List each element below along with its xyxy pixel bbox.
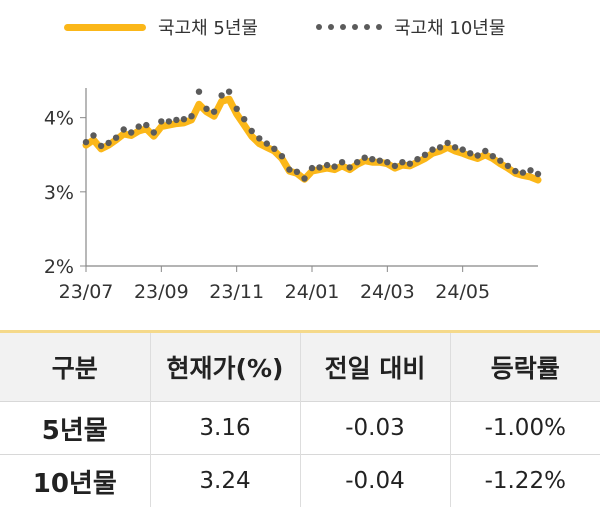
- data-point-10y: [279, 153, 285, 159]
- data-point-10y: [136, 123, 142, 129]
- data-point-10y: [324, 162, 330, 168]
- x-tick-label: 23/09: [134, 281, 189, 303]
- data-point-10y: [264, 140, 270, 146]
- table-row: 5년물 3.16 -0.03 -1.00%: [0, 402, 600, 455]
- data-point-10y: [211, 109, 217, 115]
- data-point-10y: [482, 148, 488, 154]
- data-point-10y: [512, 168, 518, 174]
- data-point-10y: [158, 118, 164, 124]
- data-point-10y: [384, 159, 390, 165]
- x-tick-label: 23/07: [59, 281, 114, 303]
- data-point-10y: [188, 113, 194, 119]
- row-label: 10년물: [0, 455, 150, 507]
- data-point-10y: [249, 128, 255, 134]
- cell-change-rate: -1.22%: [450, 455, 600, 507]
- row-label: 5년물: [0, 402, 150, 455]
- data-point-10y: [339, 159, 345, 165]
- yield-table: 구분 현재가(%) 전일 대비 등락률 5년물 3.16 -0.03 -1.00…: [0, 330, 600, 507]
- data-point-10y: [407, 161, 413, 167]
- data-point-10y: [181, 116, 187, 122]
- data-point-10y: [505, 163, 511, 169]
- data-point-10y: [490, 153, 496, 159]
- data-point-10y: [113, 135, 119, 141]
- table-row: 10년물 3.24 -0.04 -1.22%: [0, 455, 600, 507]
- data-point-10y: [520, 169, 526, 175]
- data-point-10y: [362, 155, 368, 161]
- data-point-10y: [399, 159, 405, 165]
- data-point-10y: [226, 89, 232, 95]
- data-point-10y: [429, 146, 435, 152]
- data-point-10y: [234, 106, 240, 112]
- data-point-10y: [452, 144, 458, 150]
- y-tick-label: 3%: [44, 182, 74, 204]
- x-tick-label: 23/11: [209, 281, 264, 303]
- data-point-10y: [475, 152, 481, 158]
- data-point-10y: [173, 117, 179, 123]
- data-point-10y: [460, 146, 466, 152]
- data-point-10y: [535, 171, 541, 177]
- data-point-10y: [121, 126, 127, 132]
- x-tick-label: 24/05: [435, 281, 490, 303]
- data-point-10y: [286, 166, 292, 172]
- data-point-10y: [143, 122, 149, 128]
- data-point-10y: [241, 116, 247, 122]
- data-point-10y: [347, 164, 353, 170]
- data-point-10y: [203, 106, 209, 112]
- y-tick-label: 4%: [44, 108, 74, 130]
- data-point-10y: [331, 163, 337, 169]
- data-point-10y: [151, 129, 157, 135]
- data-point-10y: [105, 140, 111, 146]
- data-point-10y: [83, 139, 89, 145]
- data-point-10y: [90, 132, 96, 138]
- data-point-10y: [497, 158, 503, 164]
- data-point-10y: [377, 158, 383, 164]
- y-tick-label: 2%: [44, 256, 74, 278]
- data-point-10y: [271, 146, 277, 152]
- data-point-10y: [527, 167, 533, 173]
- data-point-10y: [392, 163, 398, 169]
- data-point-10y: [98, 143, 104, 149]
- data-point-10y: [437, 144, 443, 150]
- data-point-10y: [414, 156, 420, 162]
- data-point-10y: [444, 140, 450, 146]
- table-header-row: 구분 현재가(%) 전일 대비 등락률: [0, 332, 600, 402]
- data-point-10y: [128, 129, 134, 135]
- data-point-10y: [166, 118, 172, 124]
- x-tick-label: 24/01: [285, 281, 340, 303]
- header-current-price: 현재가(%): [150, 332, 300, 402]
- header-change-rate: 등락률: [450, 332, 600, 402]
- data-point-10y: [218, 92, 224, 98]
- data-point-10y: [354, 159, 360, 165]
- data-point-10y: [294, 169, 300, 175]
- line-chart: 2% 3% 4% 23/07 23/09 23/11 24/01 24/03 24/05: [0, 0, 600, 320]
- data-point-10y: [301, 175, 307, 181]
- cell-current-price: 3.24: [150, 455, 300, 507]
- data-point-10y: [196, 89, 202, 95]
- cell-day-change: -0.04: [300, 455, 450, 507]
- data-point-10y: [316, 164, 322, 170]
- data-point-10y: [422, 152, 428, 158]
- cell-day-change: -0.03: [300, 402, 450, 455]
- header-day-change: 전일 대비: [300, 332, 450, 402]
- cell-change-rate: -1.00%: [450, 402, 600, 455]
- data-point-10y: [467, 150, 473, 156]
- data-point-10y: [369, 156, 375, 162]
- header-category: 구분: [0, 332, 150, 402]
- data-point-10y: [309, 165, 315, 171]
- cell-current-price: 3.16: [150, 402, 300, 455]
- x-tick-label: 24/03: [360, 281, 415, 303]
- data-point-10y: [256, 135, 262, 141]
